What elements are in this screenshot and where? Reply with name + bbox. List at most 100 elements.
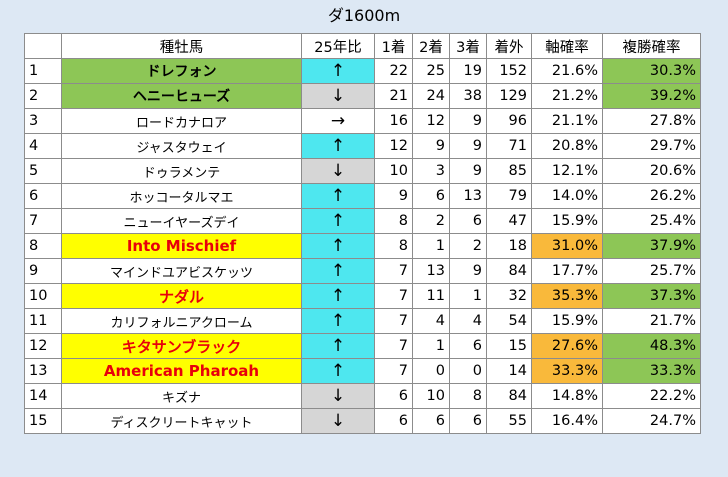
table-row: 15 ディスクリートキャット ↓ 6 6 6 55 16.4% 24.7% [24, 408, 701, 434]
second-count-cell: 1 [412, 233, 450, 259]
other-count-cell: 15 [486, 333, 532, 359]
sire-name-cell: ロードカナロア [61, 108, 302, 134]
jiku-rate-cell: 21.2% [531, 83, 603, 109]
third-count-cell: 2 [449, 233, 487, 259]
down-arrow-icon: ↓ [301, 408, 375, 434]
header-other: 着外 [486, 33, 532, 59]
up-arrow-icon: ↑ [301, 283, 375, 309]
third-count-cell: 9 [449, 158, 487, 184]
rank-cell: 13 [24, 358, 62, 384]
header-rank [24, 33, 62, 59]
fukusho-rate-cell: 37.9% [602, 233, 701, 259]
rank-cell: 10 [24, 283, 62, 309]
rank-cell: 8 [24, 233, 62, 259]
down-arrow-icon: ↓ [301, 83, 375, 109]
jiku-rate-cell: 12.1% [531, 158, 603, 184]
other-count-cell: 32 [486, 283, 532, 309]
header-third: 3着 [449, 33, 487, 59]
other-count-cell: 84 [486, 258, 532, 284]
sire-name-cell: ジャスタウェイ [61, 133, 302, 159]
second-count-cell: 10 [412, 383, 450, 409]
first-count-cell: 8 [374, 233, 413, 259]
third-count-cell: 9 [449, 258, 487, 284]
table-row: 9 マインドユアビスケッツ ↑ 7 13 9 84 17.7% 25.7% [24, 258, 701, 284]
sire-name-cell: キタサンブラック [61, 333, 302, 359]
rank-cell: 7 [24, 208, 62, 234]
second-count-cell: 1 [412, 333, 450, 359]
third-count-cell: 9 [449, 108, 487, 134]
table-row: 11 カリフォルニアクローム ↑ 7 4 4 54 15.9% 21.7% [24, 308, 701, 334]
jiku-rate-cell: 31.0% [531, 233, 603, 259]
sire-name-cell: キズナ [61, 383, 302, 409]
rank-cell: 3 [24, 108, 62, 134]
sire-name-cell: ヘニーヒューズ [61, 83, 302, 109]
jiku-rate-cell: 27.6% [531, 333, 603, 359]
fukusho-rate-cell: 27.8% [602, 108, 701, 134]
up-arrow-icon: ↑ [301, 333, 375, 359]
up-arrow-icon: ↑ [301, 208, 375, 234]
sire-stats-table: 種牡馬 25年比 1着 2着 3着 着外 軸確率 複勝確率 1 ドレフォン ↑ 22 2… [24, 33, 701, 434]
second-count-cell: 13 [412, 258, 450, 284]
first-count-cell: 7 [374, 358, 413, 384]
sire-name-cell: ニューイヤーズデイ [61, 208, 302, 234]
table-row: 7 ニューイヤーズデイ ↑ 8 2 6 47 15.9% 25.4% [24, 208, 701, 234]
jiku-rate-cell: 17.7% [531, 258, 603, 284]
third-count-cell: 38 [449, 83, 487, 109]
sire-name-cell: ドゥラメンテ [61, 158, 302, 184]
down-arrow-icon: ↓ [301, 158, 375, 184]
other-count-cell: 85 [486, 158, 532, 184]
sire-name-cell: Into Mischief [61, 233, 302, 259]
table-row: 3 ロードカナロア → 16 12 9 96 21.1% 27.8% [24, 108, 701, 134]
third-count-cell: 1 [449, 283, 487, 309]
fukusho-rate-cell: 33.3% [602, 358, 701, 384]
fukusho-rate-cell: 29.7% [602, 133, 701, 159]
second-count-cell: 11 [412, 283, 450, 309]
first-count-cell: 16 [374, 108, 413, 134]
sire-name-cell: ドレフォン [61, 58, 302, 84]
table-header-row: 種牡馬 25年比 1着 2着 3着 着外 軸確率 複勝確率 [24, 33, 701, 59]
second-count-cell: 4 [412, 308, 450, 334]
fukusho-rate-cell: 21.7% [602, 308, 701, 334]
first-count-cell: 7 [374, 258, 413, 284]
table-row: 14 キズナ ↓ 6 10 8 84 14.8% 22.2% [24, 383, 701, 409]
fukusho-rate-cell: 24.7% [602, 408, 701, 434]
up-arrow-icon: ↑ [301, 183, 375, 209]
sire-name-cell: カリフォルニアクローム [61, 308, 302, 334]
sire-name-cell: ナダル [61, 283, 302, 309]
first-count-cell: 8 [374, 208, 413, 234]
first-count-cell: 21 [374, 83, 413, 109]
header-first: 1着 [374, 33, 413, 59]
rank-cell: 4 [24, 133, 62, 159]
first-count-cell: 12 [374, 133, 413, 159]
first-count-cell: 6 [374, 408, 413, 434]
table-row: 5 ドゥラメンテ ↓ 10 3 9 85 12.1% 20.6% [24, 158, 701, 184]
table-row: 10 ナダル ↑ 7 11 1 32 35.3% 37.3% [24, 283, 701, 309]
first-count-cell: 6 [374, 383, 413, 409]
other-count-cell: 18 [486, 233, 532, 259]
jiku-rate-cell: 20.8% [531, 133, 603, 159]
second-count-cell: 24 [412, 83, 450, 109]
table-row: 8 Into Mischief ↑ 8 1 2 18 31.0% 37.9% [24, 233, 701, 259]
jiku-rate-cell: 35.3% [531, 283, 603, 309]
second-count-cell: 0 [412, 358, 450, 384]
other-count-cell: 14 [486, 358, 532, 384]
other-count-cell: 152 [486, 58, 532, 84]
header-fukusho-rate: 複勝確率 [602, 33, 701, 59]
fukusho-rate-cell: 30.3% [602, 58, 701, 84]
third-count-cell: 6 [449, 208, 487, 234]
header-trend: 25年比 [301, 33, 375, 59]
second-count-cell: 9 [412, 133, 450, 159]
header-jiku-rate: 軸確率 [531, 33, 603, 59]
third-count-cell: 19 [449, 58, 487, 84]
second-count-cell: 6 [412, 183, 450, 209]
jiku-rate-cell: 14.8% [531, 383, 603, 409]
up-arrow-icon: ↑ [301, 58, 375, 84]
rank-cell: 14 [24, 383, 62, 409]
table-row: 4 ジャスタウェイ ↑ 12 9 9 71 20.8% 29.7% [24, 133, 701, 159]
jiku-rate-cell: 16.4% [531, 408, 603, 434]
rank-cell: 5 [24, 158, 62, 184]
other-count-cell: 84 [486, 383, 532, 409]
first-count-cell: 7 [374, 333, 413, 359]
table-row: 13 American Pharoah ↑ 7 0 0 14 33.3% 33.3% [24, 358, 701, 384]
header-sire: 種牡馬 [61, 33, 302, 59]
